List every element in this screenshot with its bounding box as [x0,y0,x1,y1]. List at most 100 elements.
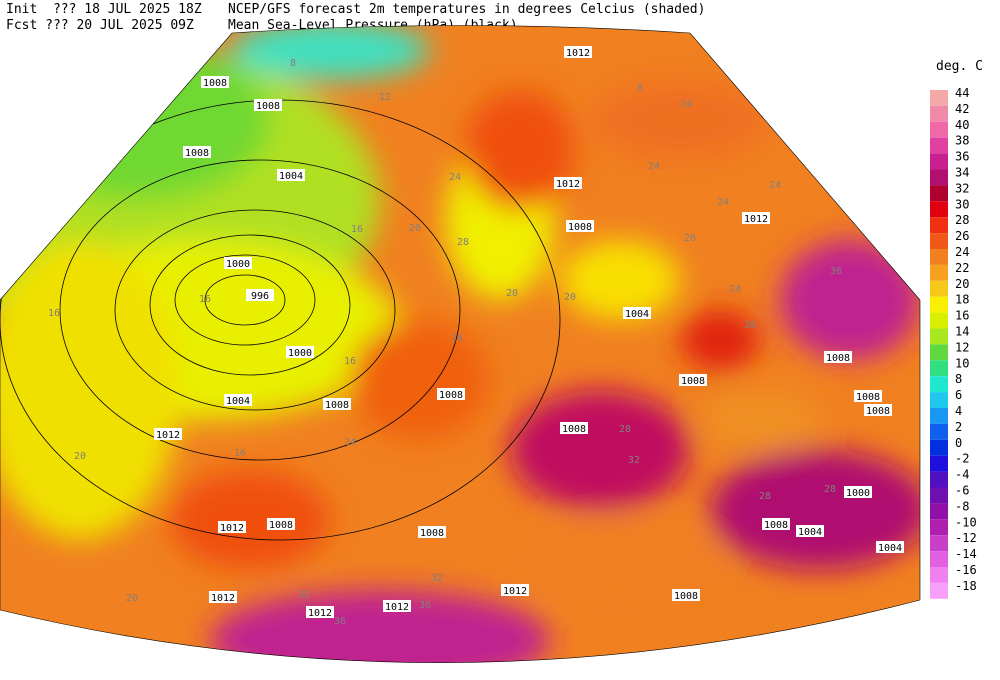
temperature-area [710,450,920,570]
colorbar-label: -10 [955,515,977,529]
temperature-label: 28 [744,320,756,331]
colorbar-swatch [930,105,948,122]
pressure-label: 1008 [866,406,890,417]
temperature-label: 20 [74,451,86,462]
isobar [174,254,316,346]
temperature-label: 16 [199,294,211,305]
pressure-label-box [679,374,707,386]
colorbar-swatch [930,312,948,329]
pressure-label: 1008 [674,591,698,602]
colorbar-swatch [930,249,948,265]
pressure-label: 1012 [744,214,768,225]
pressure-label-box [209,591,237,603]
pressure-label-box [267,518,295,530]
colorbar-label: 6 [955,388,962,402]
colorbar-swatch [930,328,948,345]
pressure-label: 1012 [556,179,580,190]
temperature-label: 36 [830,266,842,277]
colorbar-swatch [930,217,948,234]
colorbar-label: 12 [955,340,969,354]
colorbar-swatch [930,344,948,361]
pressure-label: 1004 [798,527,822,538]
colorbar-swatch [930,503,948,520]
temperature-area [230,25,430,80]
temperature-label: 16 [351,224,363,235]
pressure-label: 996 [251,291,269,302]
pressure-label: 1008 [439,390,463,401]
colorbar-label: 34 [955,166,969,180]
pressure-label-box [286,346,314,358]
colorbar-swatch [930,567,948,583]
temperature-area [350,320,490,440]
colorbar-label: 44 [955,86,969,100]
temperature-area [0,240,180,540]
temperature-label: 32 [431,573,443,584]
colorbar-swatch [930,551,948,567]
pressure-label: 1008 [562,424,586,435]
temperature-label: 36 [419,600,431,611]
pressure-label: 1012 [308,608,332,619]
pressure-label: 1008 [420,528,444,539]
colorbar-label: 40 [955,118,969,132]
title-line: NCEP/GFS forecast 2m temperatures in deg… [228,2,705,17]
pressure-label-box [762,518,790,530]
colorbar-unit: deg. C [936,59,983,74]
colorbar-swatch [930,376,948,393]
pressure-label-box [246,289,274,301]
colorbar-label: -18 [955,579,977,593]
temperature-label: 16 [48,308,60,319]
colorbar-label: -6 [955,484,969,498]
pressure-label: 1000 [226,259,250,270]
colorbar-swatch [930,296,948,313]
colorbar-swatch [930,185,948,202]
temperature-label: 12 [379,92,391,103]
colorbar-label: 28 [955,213,969,227]
pressure-label-box [218,521,246,533]
colorbar-swatch [930,471,948,488]
temperature-label: 24 [717,197,729,208]
colorbar-label: 36 [955,150,969,164]
temperature-area [780,240,920,360]
temperature-label: 24 [344,437,356,448]
pressure-label: 1004 [625,309,649,320]
colorbar-swatch [930,121,948,138]
temperature-label: 20 [684,233,696,244]
temperature-label: 28 [619,424,631,435]
pressure-label-box [560,422,588,434]
colorbar-label: -8 [955,499,969,513]
temperature-area [590,80,770,160]
colorbar-label: 32 [955,181,969,195]
pressure-label: 1008 [325,400,349,411]
colorbar-label: 0 [955,436,962,450]
temperature-label: 20 [126,593,138,604]
colorbar-swatch [930,360,948,377]
colorbar-swatch [930,90,948,106]
pressure-label: 1008 [856,392,880,403]
pressure-label: 1012 [503,586,527,597]
pressure-label: 1012 [156,430,180,441]
colorbar-swatch [930,137,948,154]
colorbar-swatch [930,455,948,472]
pressure-label: 1004 [878,543,902,554]
pressure-label-box [844,486,872,498]
pressure-label-box [323,398,351,410]
pressure-label-box [864,404,892,416]
temperature-label: 8 [290,58,296,69]
temperature-area [680,310,760,370]
colorbar-swatch [930,280,948,297]
temperature-label: 24 [451,333,463,344]
temperature-label: 20 [564,292,576,303]
pressure-label-box [254,99,282,111]
colorbar-label: 24 [955,245,969,259]
isobar [114,209,396,411]
colorbar-label: 20 [955,277,969,291]
isobar [59,159,461,461]
colorbar-swatch [930,439,948,456]
pressure-label: 1008 [568,222,592,233]
pressure-label: 1012 [385,602,409,613]
pressure-label: 1008 [203,78,227,89]
pressure-label-box [183,146,211,158]
colorbar-swatch [930,582,948,599]
colorbar-label: 16 [955,309,969,323]
